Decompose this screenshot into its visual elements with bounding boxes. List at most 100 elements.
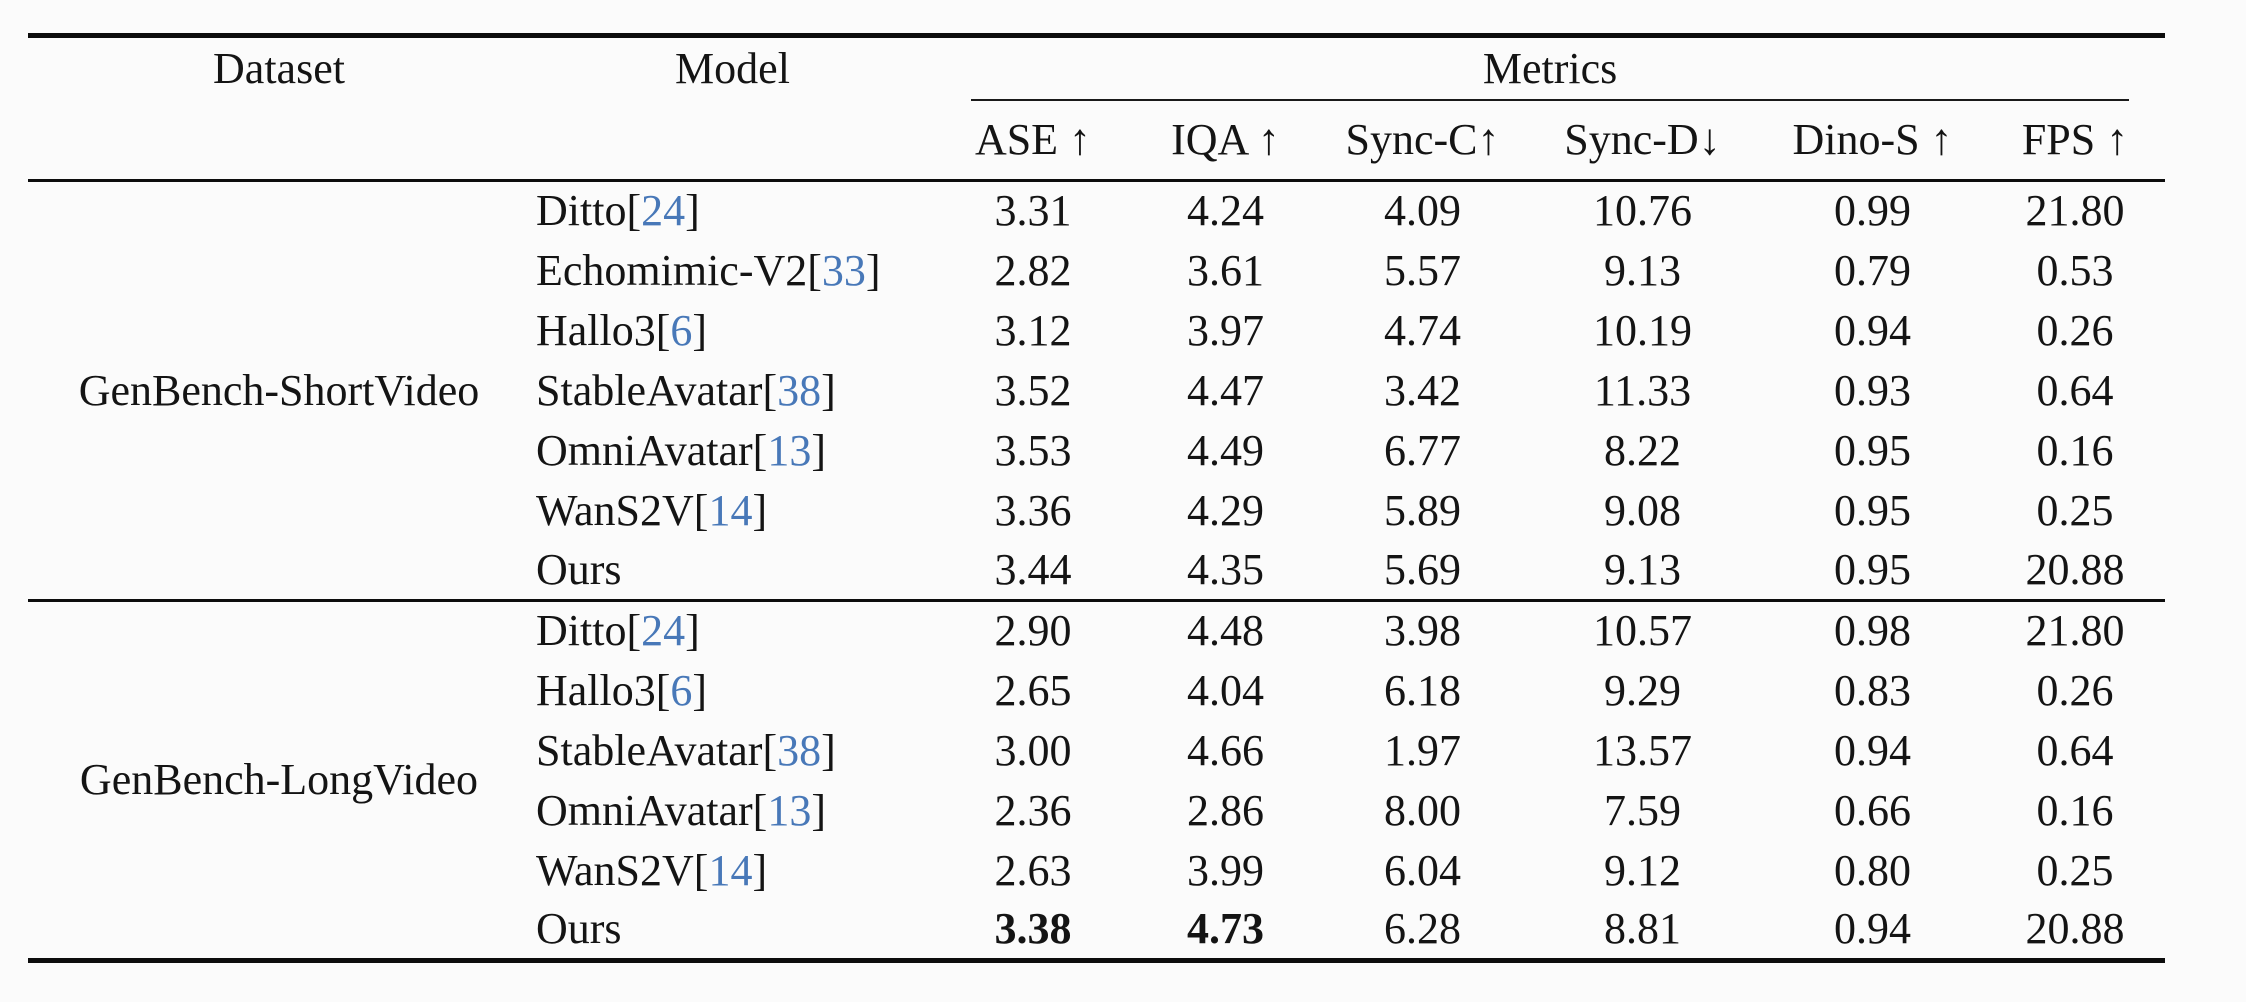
- table-row: Ours 3.44 4.35 5.69 9.13 0.95 20.88: [28, 541, 2165, 601]
- model-name: Ours: [536, 904, 622, 954]
- model-cell: Ours: [530, 901, 935, 961]
- metric-value-cell: 4.24: [1187, 186, 1264, 236]
- citation-bracket-close: ]: [865, 245, 881, 295]
- citation-link[interactable]: 14: [708, 845, 753, 895]
- metric-value-cell: 9.08: [1604, 485, 1681, 535]
- citation-link[interactable]: 24: [641, 186, 686, 236]
- metric-value-cell: 3.44: [994, 544, 1072, 594]
- model-name: Ours: [536, 544, 622, 594]
- metric-value-cell: 4.35: [1187, 544, 1264, 594]
- metric-value-cell: 0.16: [2036, 425, 2114, 475]
- citation-bracket-close: ]: [821, 725, 836, 775]
- metric-value-cell: 2.63: [994, 845, 1072, 895]
- metric-value-cell: 4.47: [1187, 365, 1264, 415]
- metrics-comparison-table: Dataset Model Metrics ASE ↑ IQA ↑ Sync-C↑ S…: [28, 33, 2166, 963]
- citation-link[interactable]: 38: [777, 725, 822, 775]
- metric-value-cell: 9.13: [1604, 245, 1681, 295]
- metric-col-header: Sync-D↓: [1525, 100, 1760, 182]
- metrics-header-label: Metrics: [1482, 44, 1618, 94]
- model-cell: StableAvatar[38]: [530, 721, 935, 781]
- metric-value-cell: 0.95: [1834, 544, 1911, 594]
- citation-link[interactable]: 13: [767, 425, 812, 475]
- metric-value-cell: 10.57: [1593, 606, 1692, 656]
- metric-value-cell: 21.80: [2025, 186, 2125, 236]
- metric-value-cell: 4.66: [1187, 725, 1264, 775]
- metric-value-cell: 11.33: [1593, 365, 1692, 415]
- citation-link[interactable]: 6: [670, 665, 693, 715]
- table-row: WanS2V[14] 3.36 4.29 5.89 9.08 0.95 0.25: [28, 481, 2165, 541]
- empty-header-cell: [28, 100, 530, 182]
- metric-value-cell: 8.22: [1604, 425, 1681, 475]
- metric-value-cell: 0.64: [2036, 725, 2114, 775]
- metric-value-cell: 3.53: [994, 425, 1072, 475]
- metric-value-cell: 0.95: [1834, 425, 1911, 475]
- metric-col-header: IQA ↑: [1131, 100, 1320, 182]
- citation-bracket-close: ]: [811, 425, 826, 475]
- metrics-underline-rule: [971, 98, 2130, 101]
- metric-value-cell: 6.18: [1384, 665, 1461, 715]
- metric-value-cell: 0.26: [2036, 665, 2114, 715]
- citation-bracket-close: ]: [752, 845, 768, 895]
- metric-value-cell: 3.31: [994, 186, 1072, 236]
- metric-value-cell: 8.00: [1384, 785, 1461, 835]
- metric-value-cell: 9.29: [1604, 665, 1681, 715]
- table-row: Ours 3.38 4.73 6.28 8.81 0.94 20.88: [28, 901, 2165, 961]
- citation-bracket-close: ]: [685, 606, 700, 656]
- metric-value-cell: 8.81: [1604, 904, 1681, 954]
- table-row: StableAvatar[38] 3.00 4.66 1.97 13.57 0.94 0.6…: [28, 721, 2165, 781]
- metric-value-cell: 4.04: [1187, 665, 1264, 715]
- metric-value-cell: 3.00: [994, 725, 1072, 775]
- model-cell: OmniAvatar[13]: [530, 781, 935, 841]
- metric-header-row: ASE ↑ IQA ↑ Sync-C↑ Sync-D↓ Dino-S ↑ FPS ↑: [28, 100, 2166, 182]
- citation-link[interactable]: 38: [777, 365, 822, 415]
- metric-value-cell: 2.82: [994, 245, 1072, 295]
- table-row: GenBench-LongVideo Ditto[24] 2.90 4.48 3.98 1…: [28, 601, 2165, 802]
- metric-value-cell: 3.98: [1384, 606, 1461, 656]
- group-header-row: Dataset Model Metrics: [28, 36, 2165, 101]
- metric-value-cell: 5.57: [1384, 245, 1461, 295]
- citation-bracket-open: [: [626, 606, 642, 656]
- model-name: OmniAvatar: [536, 785, 753, 835]
- metric-value-cell: 3.38: [994, 904, 1072, 954]
- metric-value-cell: 4.09: [1384, 186, 1461, 236]
- metric-value-cell: 0.66: [1834, 785, 1911, 835]
- table-row: Echomimic-V2[33] 2.82 3.61 5.57 9.13 0.79 0.53: [28, 241, 2165, 301]
- model-name: WanS2V: [536, 845, 694, 895]
- citation-link[interactable]: 13: [767, 785, 812, 835]
- metric-value-cell: 0.83: [1834, 665, 1911, 715]
- model-name: Ditto: [536, 186, 627, 236]
- citation-link[interactable]: 24: [641, 606, 686, 656]
- metric-value-cell: 0.94: [1834, 904, 1911, 954]
- citation-link[interactable]: 14: [708, 485, 753, 535]
- metric-value-cell: 0.25: [2036, 845, 2114, 895]
- model-cell: Ditto[24]: [530, 601, 935, 661]
- col-header-model: Model: [675, 44, 790, 94]
- citation-bracket-open: [: [762, 365, 778, 415]
- table-row: OmniAvatar[13] 3.53 4.49 6.77 8.22 0.95 0.16: [28, 421, 2165, 481]
- metric-value-cell: 6.28: [1384, 904, 1461, 954]
- model-name: StableAvatar: [536, 725, 763, 775]
- citation-link[interactable]: 33: [821, 245, 866, 295]
- metric-value-cell: 9.13: [1604, 544, 1681, 594]
- metric-value-cell: 3.12: [994, 305, 1072, 355]
- citation-bracket-open: [: [655, 665, 671, 715]
- metric-value-cell: 2.36: [994, 785, 1072, 835]
- metric-value-cell: 0.94: [1834, 305, 1911, 355]
- metric-value-cell: 20.88: [2025, 904, 2125, 954]
- model-cell: WanS2V[14]: [530, 481, 935, 541]
- metric-value-cell: 4.49: [1187, 425, 1264, 475]
- col-header-metrics: Metrics: [935, 36, 2165, 101]
- model-cell: WanS2V[14]: [530, 841, 935, 901]
- dataset-section: GenBench-ShortVideo Ditto [24] 3.31 4.24 4.09…: [28, 181, 2166, 601]
- dataset-label: GenBench-ShortVideo: [78, 365, 480, 415]
- table-row: OmniAvatar[13] 2.36 2.86 8.00 7.59 0.66 0.16: [28, 781, 2165, 841]
- metric-value-cell: 0.95: [1834, 485, 1911, 535]
- metric-value-cell: 4.48: [1187, 606, 1264, 656]
- metric-value-cell: 4.74: [1384, 305, 1461, 355]
- citation-bracket-open: [: [693, 485, 709, 535]
- dataset-section: GenBench-LongVideo Ditto[24] 2.90 4.48 3.98 1…: [28, 601, 2165, 961]
- citation-link[interactable]: 6: [670, 305, 693, 355]
- citation-bracket-open: [: [655, 305, 671, 355]
- table-row: StableAvatar[38] 3.52 4.47 3.42 11.33 0.93 0.6…: [28, 361, 2165, 421]
- metric-value-cell: 0.79: [1834, 245, 1911, 295]
